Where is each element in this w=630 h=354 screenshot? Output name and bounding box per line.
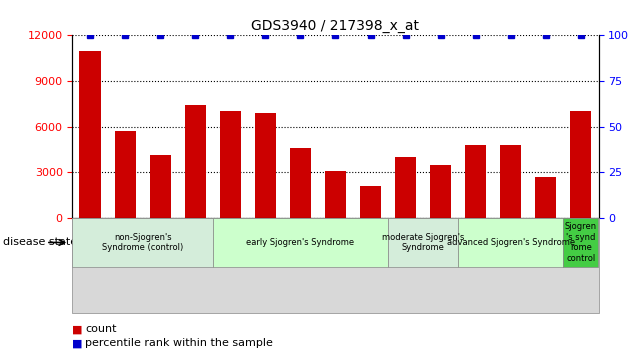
Text: advanced Sjogren's Syndrome: advanced Sjogren's Syndrome	[447, 238, 575, 247]
Bar	[149, 155, 171, 218]
Title: GDS3940 / 217398_x_at: GDS3940 / 217398_x_at	[251, 19, 420, 33]
Bar	[570, 112, 592, 218]
Bar	[500, 145, 522, 218]
Bar	[115, 131, 135, 218]
Bar	[325, 171, 346, 218]
Bar	[430, 165, 451, 218]
Bar	[395, 157, 416, 218]
Bar	[255, 113, 276, 218]
Text: Sjogren
's synd
rome
control: Sjogren 's synd rome control	[565, 222, 597, 263]
Bar	[185, 105, 206, 218]
Text: count: count	[85, 324, 117, 334]
Text: moderate Sjogren's
Syndrome: moderate Sjogren's Syndrome	[382, 233, 464, 252]
Bar	[536, 177, 556, 218]
Text: disease state: disease state	[3, 238, 77, 247]
Bar	[465, 145, 486, 218]
Text: early Sjogren's Syndrome: early Sjogren's Syndrome	[246, 238, 355, 247]
Text: ■: ■	[72, 324, 83, 334]
Bar	[220, 112, 241, 218]
Bar	[79, 51, 101, 218]
Bar	[290, 148, 311, 218]
Text: ■: ■	[72, 338, 83, 348]
Text: non-Sjogren's
Syndrome (control): non-Sjogren's Syndrome (control)	[102, 233, 183, 252]
Text: percentile rank within the sample: percentile rank within the sample	[85, 338, 273, 348]
Bar	[360, 186, 381, 218]
